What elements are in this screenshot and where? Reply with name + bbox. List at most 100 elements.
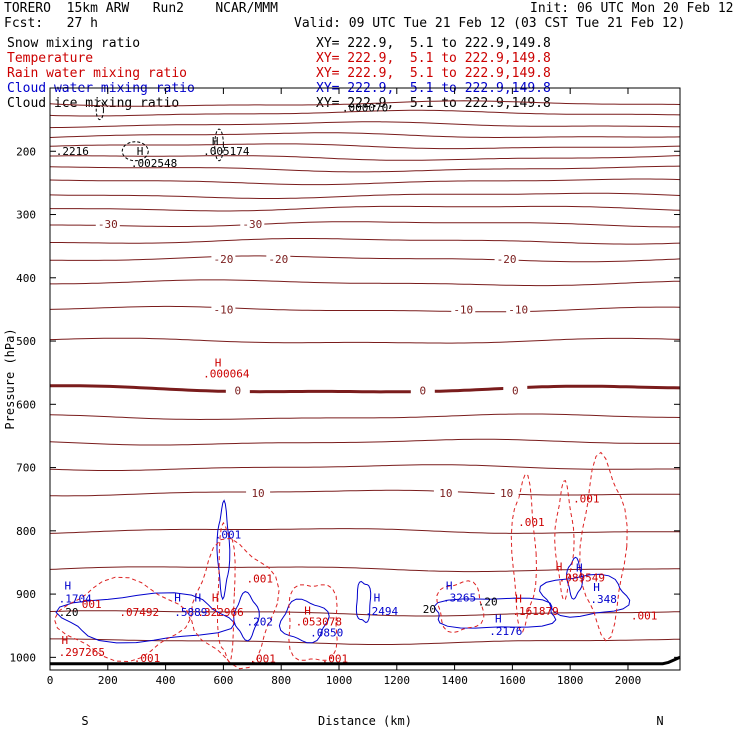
- contour-value-label: 001: [82, 598, 102, 611]
- snow-contour: [95, 100, 104, 121]
- contour-value-label: .20: [478, 595, 498, 608]
- contour-value-label: .297265: [59, 646, 105, 659]
- extremum-marker: H: [64, 580, 71, 593]
- isotherm-line: [50, 205, 681, 212]
- isotherm-line: [50, 489, 680, 497]
- contour-label-bg: [211, 303, 236, 316]
- y-tick-label: 1000: [10, 651, 37, 664]
- y-tick-label: 400: [16, 272, 36, 285]
- contour-value-label: .000070: [342, 101, 388, 114]
- contour-label-bg: [494, 252, 519, 265]
- isotherm-label: 0: [419, 384, 426, 397]
- contour-value-label: .001: [215, 528, 242, 541]
- contour-labels: -30 -30-20 -20 -20-10 -10 -100 0 010 10 10.000070…: [56, 101, 658, 665]
- isotherm-label: -20: [497, 253, 517, 266]
- y-tick-label: 800: [16, 525, 36, 538]
- cloud-contours: [53, 100, 631, 670]
- legend-temperature-xy: XY= 222.9, 5.1 to 222.9,149.8: [316, 51, 551, 66]
- contour-label-bg: [266, 252, 291, 265]
- contour-label-bg: [95, 218, 120, 231]
- x-tick-label: 1600: [499, 674, 526, 687]
- cloud-water-contour: [55, 592, 236, 644]
- terrain-line: [50, 655, 681, 666]
- y-tick-label: 500: [16, 335, 36, 348]
- axes: 0 200 400 600 800 1000 1200 1400 1600 1800 2000200…: [10, 88, 680, 687]
- plot-frame: [49, 87, 681, 671]
- x-tick-label: 1200: [384, 674, 411, 687]
- x-tick-label: 1800: [557, 674, 584, 687]
- contour-label-bg: [506, 303, 531, 316]
- snow-contour: [121, 141, 149, 162]
- isotherm-line: [49, 305, 681, 313]
- contour-label-bg: [240, 218, 265, 231]
- isotherm-line: [49, 165, 681, 173]
- extremum-marker: H: [212, 135, 219, 148]
- contour-value-label: .2176: [489, 625, 522, 638]
- isotherm-label: 0: [235, 384, 242, 397]
- x-tick-label: 1400: [441, 674, 468, 687]
- isotherm-label: -20: [268, 253, 288, 266]
- contour-label-bg: [225, 384, 250, 397]
- contour-value-label: .3265: [443, 592, 476, 605]
- rain-contour: [190, 537, 280, 670]
- contour-value-label: .001: [322, 652, 349, 665]
- contour-value-label: .005174: [203, 145, 250, 158]
- rain-contour: [436, 580, 485, 634]
- isotherm-label: -20: [213, 253, 233, 266]
- contour-label-bg: [410, 384, 435, 397]
- isotherm-line: [50, 221, 681, 228]
- x-tick-label: 800: [271, 674, 291, 687]
- x-end-label-south: S: [81, 714, 88, 728]
- isotherm-line: [49, 121, 680, 129]
- isotherm-line: [50, 279, 681, 287]
- x-tick-label: 400: [156, 674, 176, 687]
- isotherm-label: 0: [512, 384, 519, 397]
- extremum-marker: H: [194, 592, 201, 605]
- extremum-marker: H: [576, 561, 583, 574]
- extremum-marker: H: [556, 561, 563, 574]
- isotherm-label: 10: [500, 487, 513, 500]
- x-tick-label: 600: [213, 674, 233, 687]
- contour-value-label: .053078: [296, 616, 342, 629]
- cloud-water-contour: [566, 556, 583, 600]
- isotherm-label: -10: [508, 303, 528, 316]
- y-tick-label: 900: [16, 588, 36, 601]
- isotherm-line: [50, 638, 681, 645]
- temperature-contours: [49, 100, 681, 645]
- isotherm-line: [49, 528, 680, 534]
- legend-snow: Snow mixing ratio: [7, 36, 141, 51]
- isotherm-label: 10: [251, 487, 264, 500]
- contour-value-label: .001: [249, 652, 276, 665]
- contour-value-label: .0850: [310, 626, 343, 639]
- y-axis-label: Pressure (hPa): [3, 328, 17, 429]
- y-tick-label: 700: [16, 462, 36, 475]
- x-tick-label: 0: [47, 674, 54, 687]
- contour-label-bg: [503, 384, 528, 397]
- model-title: TORERO 15km ARW Run2 NCAR/MMM: [4, 1, 278, 16]
- legend-temperature: Temperature: [7, 51, 94, 66]
- extremum-marker: H: [212, 592, 219, 605]
- contour-value-label: .348: [590, 593, 617, 606]
- extremum-marker: H: [374, 592, 381, 605]
- contour-value-label: .161879: [512, 605, 558, 618]
- contour-value-label: .2494: [365, 605, 398, 618]
- contour-value-label: .002548: [131, 157, 177, 170]
- x-tick-label: 1000: [326, 674, 353, 687]
- isotherm-line: [49, 192, 681, 199]
- contour-value-label: .1704: [59, 592, 92, 605]
- extremum-marker: H: [62, 634, 69, 647]
- cloud-water-contour: [355, 580, 372, 624]
- isotherm-line: [49, 109, 681, 117]
- legend-rain: Rain water mixing ratio: [7, 66, 188, 81]
- isotherm-line: [49, 464, 680, 471]
- contour-label-bg: [433, 486, 458, 499]
- extremum-marker: H: [174, 592, 181, 605]
- contour-value-label: .001: [247, 573, 274, 586]
- contour-value-label: 20: [423, 603, 436, 616]
- contour-label-bg: [494, 486, 519, 499]
- contour-label-bg: [451, 303, 476, 316]
- contour-value-label: .202: [247, 616, 274, 629]
- contour-label-bg: [246, 486, 271, 499]
- contour-value-label: .20: [59, 606, 79, 619]
